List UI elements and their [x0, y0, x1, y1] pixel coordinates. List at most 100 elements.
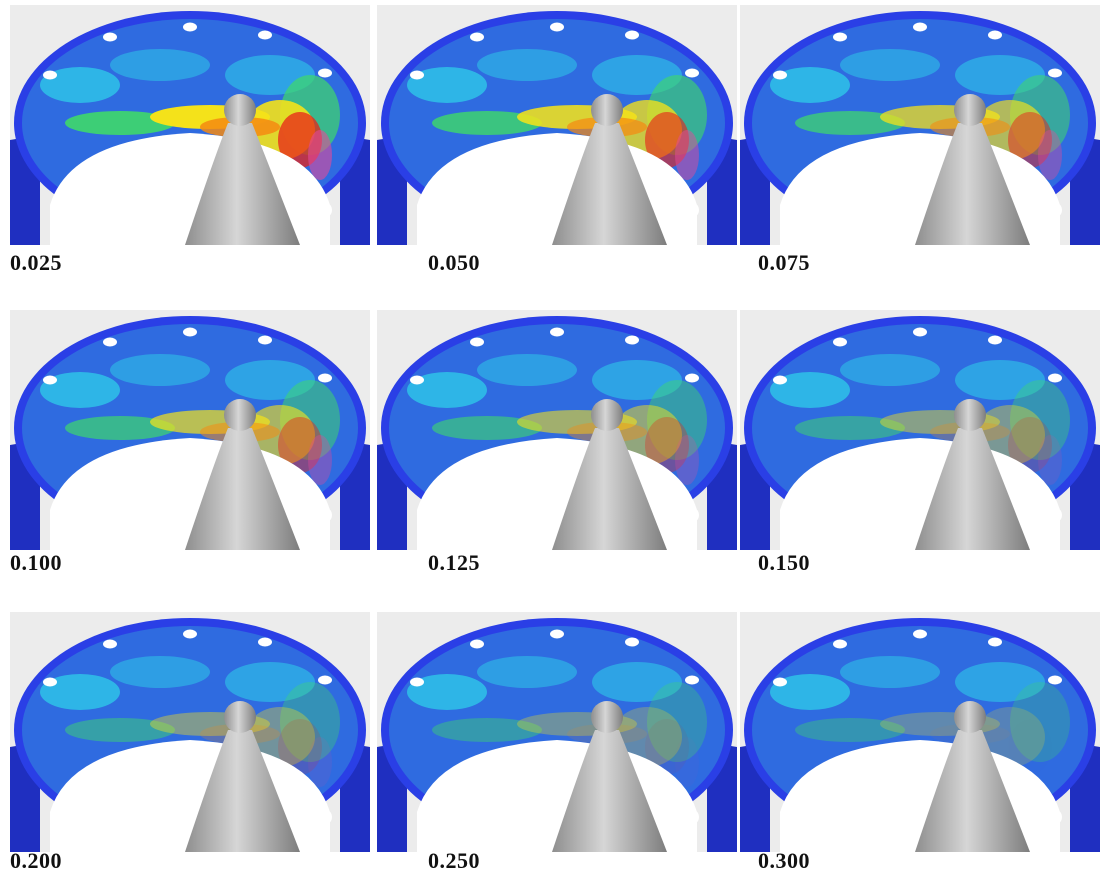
contour-region [795, 111, 905, 135]
contour-region [975, 707, 1045, 767]
contour-panel-1 [10, 5, 370, 245]
contour-region [675, 130, 699, 180]
contour-region [308, 737, 332, 787]
contour-region [840, 354, 940, 386]
contour-region [432, 111, 542, 135]
contour-panel-8 [377, 612, 737, 852]
dilution-hole [685, 373, 699, 383]
contour-region [407, 67, 487, 103]
fuel-nozzle-cone [185, 730, 300, 852]
dilution-hole [773, 677, 787, 687]
contour-region [40, 67, 120, 103]
contour-panel-3 [740, 5, 1100, 245]
contour-region [245, 405, 315, 465]
contour-region [647, 682, 707, 762]
fuel-nozzle-tip [954, 399, 986, 431]
dilution-hole [1048, 373, 1062, 383]
dilution-hole [773, 70, 787, 80]
dilution-hole [913, 327, 927, 337]
fuel-nozzle-tip [591, 94, 623, 126]
contour-region [795, 718, 905, 742]
panel-label-5: 0.125 [428, 550, 480, 575]
contour-panel-2 [377, 5, 737, 245]
contour-region [65, 111, 175, 135]
panel-label-9: 0.300 [758, 848, 810, 873]
fuel-nozzle-tip [954, 94, 986, 126]
contour-region [432, 416, 542, 440]
dilution-hole [550, 22, 564, 32]
contour-region [770, 372, 850, 408]
panel-label-6: 0.150 [758, 550, 810, 575]
dilution-hole [773, 375, 787, 385]
contour-region [612, 707, 682, 767]
contour-region [975, 405, 1045, 465]
contour-region [840, 49, 940, 81]
contour-region [477, 656, 577, 688]
dilution-hole [103, 639, 117, 649]
fuel-nozzle-tip [954, 701, 986, 733]
contour-region [110, 354, 210, 386]
fuel-nozzle-cone [915, 123, 1030, 245]
dilution-hole [1048, 68, 1062, 78]
dilution-hole [685, 68, 699, 78]
contour-region [955, 662, 1045, 702]
contour-region [592, 360, 682, 400]
dilution-hole [103, 337, 117, 347]
panel-label-1: 0.025 [10, 250, 62, 275]
dilution-hole [470, 32, 484, 42]
contour-region [110, 49, 210, 81]
fuel-nozzle-tip [591, 701, 623, 733]
contour-region [65, 718, 175, 742]
contour-region [1038, 130, 1062, 180]
dilution-hole [103, 32, 117, 42]
contour-region [40, 674, 120, 710]
contour-panel-4 [10, 310, 370, 550]
dilution-hole [1048, 675, 1062, 685]
dilution-hole [258, 30, 272, 40]
dilution-hole [410, 677, 424, 687]
contour-region [278, 417, 322, 473]
fuel-nozzle-cone [552, 123, 667, 245]
dilution-hole [625, 335, 639, 345]
contour-region [225, 662, 315, 702]
contour-region [110, 656, 210, 688]
contour-region [975, 100, 1045, 160]
dilution-hole [913, 22, 927, 32]
contour-region [675, 435, 699, 485]
dilution-hole [318, 675, 332, 685]
contour-region [770, 67, 850, 103]
dilution-hole [550, 327, 564, 337]
contour-panel-6 [740, 310, 1100, 550]
contour-region [432, 718, 542, 742]
contour-region [407, 372, 487, 408]
dilution-hole [43, 70, 57, 80]
fuel-nozzle-cone [552, 730, 667, 852]
contour-region [1038, 435, 1062, 485]
contour-region [280, 682, 340, 762]
panel-label-4: 0.100 [10, 550, 62, 575]
contour-panel-7 [10, 612, 370, 852]
contour-region [840, 656, 940, 688]
contour-region [592, 662, 682, 702]
dilution-hole [988, 637, 1002, 647]
dilution-hole [550, 629, 564, 639]
panel-label-7: 0.200 [10, 848, 62, 873]
contour-panel-9 [740, 612, 1100, 852]
fuel-nozzle-tip [224, 701, 256, 733]
dilution-hole [410, 70, 424, 80]
dilution-hole [410, 375, 424, 385]
dilution-hole [988, 335, 1002, 345]
contour-panel-5 [377, 310, 737, 550]
dilution-hole [43, 677, 57, 687]
dilution-hole [470, 639, 484, 649]
contour-region [675, 737, 699, 787]
dilution-hole [318, 68, 332, 78]
contour-region [407, 674, 487, 710]
contour-region [308, 130, 332, 180]
contour-region [1008, 112, 1052, 168]
dilution-hole [833, 639, 847, 649]
dilution-hole [183, 629, 197, 639]
dilution-hole [625, 637, 639, 647]
panel-label-3: 0.075 [758, 250, 810, 275]
dilution-hole [43, 375, 57, 385]
